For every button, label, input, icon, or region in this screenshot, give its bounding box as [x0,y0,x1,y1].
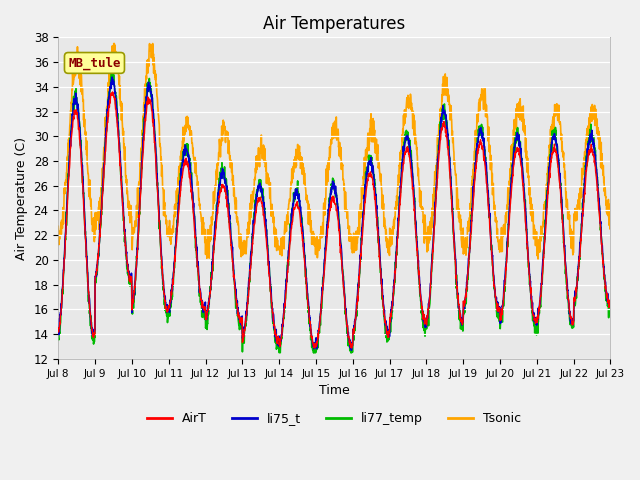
Legend: AirT, li75_t, li77_temp, Tsonic: AirT, li75_t, li77_temp, Tsonic [142,407,526,430]
li77_temp [275,350,283,356]
li77_temp [558,205,566,211]
li75_t [495,307,503,313]
li77_temp [108,69,115,75]
AirT [109,89,116,95]
AirT [558,211,566,216]
li75_t [348,348,355,353]
Tsonic [558,139,566,145]
Tsonic [363,150,371,156]
Tsonic [209,217,216,223]
li75_t [607,300,614,306]
AirT [573,276,581,282]
li77_temp [209,256,216,262]
li77_temp [351,326,358,332]
AirT [310,345,318,351]
li77_temp [363,164,371,170]
Tsonic [573,202,581,207]
Y-axis label: Air Temperature (C): Air Temperature (C) [15,137,28,260]
Tsonic [351,237,358,242]
AirT [54,326,62,332]
li77_temp [573,274,581,279]
li77_temp [495,315,503,321]
li75_t [209,262,216,267]
Tsonic [495,246,503,252]
li75_t [573,277,581,283]
Tsonic [534,256,542,262]
AirT [495,305,503,311]
li77_temp [607,303,614,309]
li75_t [108,74,116,80]
Tsonic [54,223,62,229]
Tsonic [110,41,118,47]
li75_t [351,318,358,324]
Title: Air Temperatures: Air Temperatures [263,15,406,33]
li75_t [558,206,566,212]
AirT [363,183,371,189]
Line: li75_t: li75_t [58,77,611,350]
li75_t [54,329,62,335]
Line: Tsonic: Tsonic [58,44,611,259]
Text: MB_tule: MB_tule [68,56,121,70]
X-axis label: Time: Time [319,384,349,397]
AirT [209,267,216,273]
Line: li77_temp: li77_temp [58,72,611,353]
li75_t [363,172,371,178]
AirT [607,301,614,307]
Tsonic [607,214,614,220]
AirT [351,325,358,331]
Line: AirT: AirT [58,92,611,348]
li77_temp [54,336,62,341]
